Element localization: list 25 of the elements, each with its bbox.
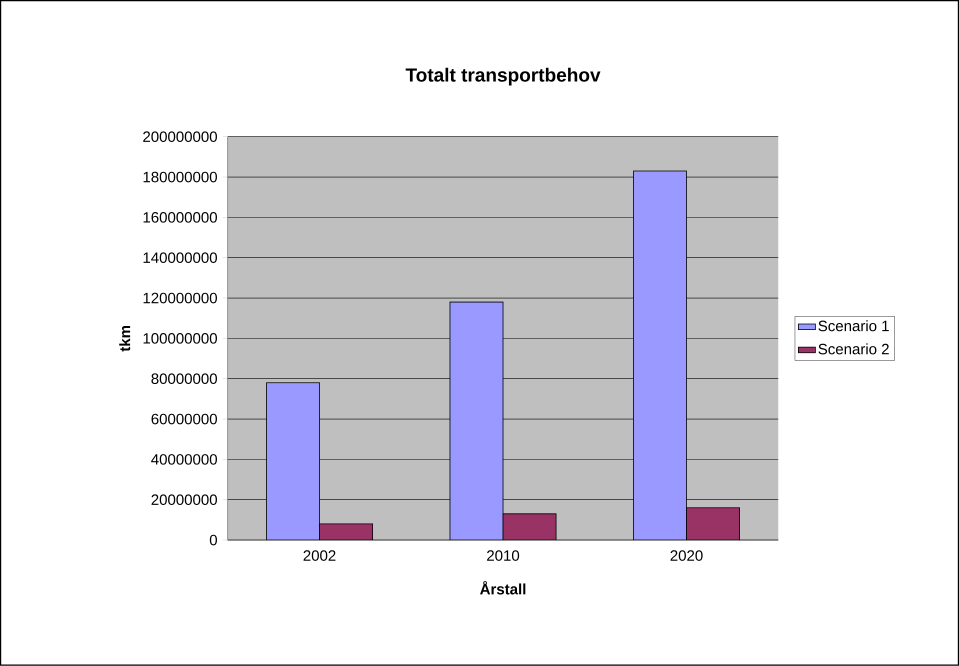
y-tick-label: 160000000 <box>144 212 217 223</box>
y-tick-label: 0 <box>210 534 217 546</box>
y-tick-label: 60000000 <box>152 414 217 424</box>
bar <box>686 508 740 540</box>
bar <box>266 382 320 540</box>
y-tick-label: 80000000 <box>151 374 217 384</box>
y-tick-label: 100000000 <box>144 333 217 344</box>
y-tick-label: 180000000 <box>144 172 217 182</box>
x-axis-title: Årstall <box>480 581 526 595</box>
bar <box>319 524 373 540</box>
y-tick-label: 200000000 <box>143 132 217 142</box>
y-tick-label: 20000000 <box>152 494 217 506</box>
bar <box>502 514 556 540</box>
y-axis-title: tkm <box>119 326 130 352</box>
y-tick-label: 140000000 <box>144 252 217 264</box>
bar <box>450 302 504 540</box>
legend-label: Scenario 2 <box>818 343 889 355</box>
y-tick-label: 120000000 <box>144 292 217 304</box>
legend-label: Scenario 1 <box>818 320 889 332</box>
bar <box>633 170 687 540</box>
chart-title: Totalt transportbehov <box>406 68 600 86</box>
y-tick-label: 40000000 <box>151 454 217 465</box>
x-tick-label: 2020 <box>670 550 703 561</box>
x-tick-label: 2010 <box>487 550 520 561</box>
x-tick-label: 2002 <box>304 550 336 561</box>
